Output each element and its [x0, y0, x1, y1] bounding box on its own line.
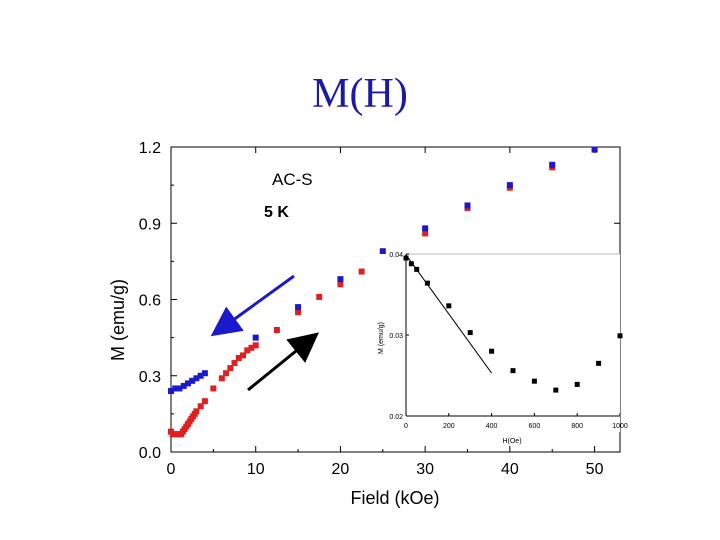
- point-increasing-field: [197, 403, 204, 410]
- point-decreasing-field: [189, 377, 196, 384]
- inset-fit-line: [405, 254, 493, 374]
- inset-point: [489, 348, 495, 354]
- point-increasing-field: [223, 370, 230, 377]
- point-increasing-field: [358, 268, 365, 275]
- point-increasing-field: [231, 360, 238, 367]
- sample-label: AC-S: [272, 170, 313, 189]
- point-increasing-field: [337, 281, 344, 288]
- inset-background: [372, 254, 620, 432]
- y-tick-label: 0.6: [139, 293, 161, 310]
- point-decreasing-field: [591, 146, 598, 153]
- point-decreasing-field: [549, 161, 556, 168]
- x-tick-label: 20: [332, 461, 350, 478]
- point-increasing-field: [193, 408, 200, 415]
- x-tick-label: 0: [167, 461, 176, 478]
- inset-point: [510, 368, 516, 374]
- inset-point: [596, 360, 602, 366]
- temperature-label: 5 K: [264, 204, 289, 221]
- point-decreasing-field: [197, 372, 204, 379]
- point-increasing-field: [252, 342, 259, 349]
- y-axis-title: M (emu/g): [108, 279, 128, 361]
- point-decreasing-field: [379, 248, 386, 255]
- inset-x-axis-title: H(Oe): [502, 438, 521, 445]
- point-decreasing-field: [422, 225, 429, 232]
- inset-chart: 0 200 400 600 800 1000 0.02 0.03 0.04 H(Oe) M (e…: [372, 252, 628, 445]
- slide-title: M(H): [312, 71, 408, 117]
- point-decreasing-field: [201, 370, 208, 377]
- x-tick-label: 40: [501, 461, 519, 478]
- point-decreasing-field: [464, 202, 471, 209]
- point-increasing-field: [244, 347, 251, 354]
- arrow-increasing-field: [247, 332, 319, 392]
- inset-point: [467, 330, 473, 336]
- point-decreasing-field: [180, 382, 187, 389]
- inset-x-tick-label: 400: [486, 423, 498, 430]
- point-decreasing-field: [184, 380, 191, 387]
- x-tick-label: 10: [247, 461, 265, 478]
- point-increasing-field: [422, 230, 429, 237]
- inset-x-tick-label: 600: [529, 423, 541, 430]
- point-increasing-field: [235, 354, 242, 361]
- point-increasing-field: [201, 398, 208, 405]
- inset-y-axis-title: M (emu/g): [378, 322, 385, 354]
- x-axis-title: Field (kOe): [350, 488, 439, 508]
- inset-y-tick-label: 0.02: [389, 414, 403, 421]
- point-increasing-field: [210, 385, 217, 392]
- inset-point: [414, 266, 420, 272]
- inset-x-tick-label: 0: [404, 423, 408, 430]
- inset-point: [617, 333, 623, 339]
- y-tick-label: 0.9: [139, 216, 161, 233]
- y-tick-label: 0.0: [139, 445, 161, 462]
- point-decreasing-field: [168, 388, 174, 394]
- inset-point: [408, 261, 414, 267]
- point-increasing-field: [218, 375, 225, 382]
- point-decreasing-field: [506, 182, 513, 189]
- inset-axes: [405, 253, 621, 417]
- point-decreasing-field: [172, 385, 179, 392]
- point-increasing-field: [273, 327, 280, 333]
- main-tick-labels: 0 10 20 30 40 50 0.0 0.3 0.6 0.9 1.2: [139, 140, 604, 478]
- y-tick-label: 1.2: [139, 140, 161, 157]
- inset-x-tick-label: 200: [443, 423, 455, 430]
- point-decreasing-field: [176, 385, 183, 392]
- point-decreasing-field: [193, 375, 200, 382]
- x-tick-label: 50: [586, 461, 604, 478]
- point-decreasing-field: [337, 276, 344, 283]
- point-decreasing-field: [252, 334, 259, 341]
- inset-x-tick-label: 800: [571, 423, 583, 430]
- point-increasing-field: [316, 293, 323, 300]
- point-increasing-field: [248, 344, 255, 351]
- inset-data-points: [403, 255, 623, 393]
- point-increasing-field: [227, 365, 234, 372]
- point-increasing-field: [240, 352, 247, 359]
- inset-tick-labels: 0 200 400 600 800 1000 0.02 0.03 0.04: [389, 252, 628, 430]
- point-increasing-field: [295, 309, 302, 316]
- inset-point: [531, 378, 537, 384]
- inset-point: [574, 381, 580, 387]
- inset-x-tick-label: 1000: [612, 423, 628, 430]
- point-decreasing-field: [295, 304, 302, 311]
- inset-point: [403, 255, 409, 261]
- inset-point: [424, 280, 430, 286]
- inset-y-tick-label: 0.04: [389, 252, 403, 259]
- inset-point: [553, 387, 559, 393]
- x-tick-label: 30: [416, 461, 434, 478]
- inset-y-tick-label: 0.03: [389, 333, 403, 340]
- arrow-decreasing-field: [210, 274, 295, 337]
- y-tick-label: 0.3: [139, 369, 161, 386]
- main-data-points: [168, 146, 598, 438]
- inset-point: [446, 303, 452, 309]
